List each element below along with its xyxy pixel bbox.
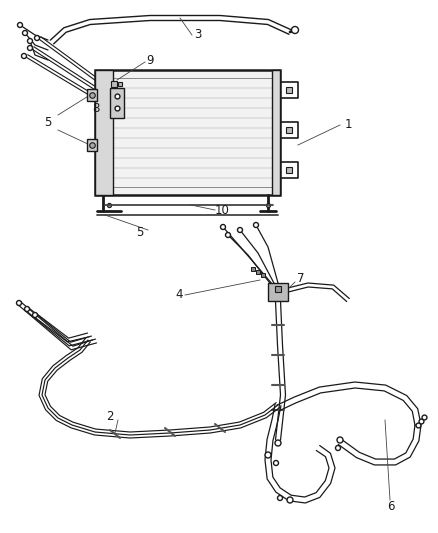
Circle shape <box>18 22 22 28</box>
Text: 5: 5 <box>44 116 52 128</box>
Bar <box>268 283 288 301</box>
Text: 9: 9 <box>146 53 154 67</box>
Text: 2: 2 <box>106 409 114 423</box>
Bar <box>272 70 280 195</box>
Circle shape <box>336 446 340 450</box>
Circle shape <box>28 38 32 44</box>
Circle shape <box>28 45 32 51</box>
Circle shape <box>25 306 29 311</box>
Circle shape <box>226 232 230 238</box>
Circle shape <box>292 27 299 34</box>
Text: 10: 10 <box>215 204 230 216</box>
Circle shape <box>21 53 27 59</box>
Circle shape <box>273 461 279 465</box>
Bar <box>110 88 124 118</box>
Bar <box>95 70 113 195</box>
Bar <box>95 70 280 195</box>
Circle shape <box>32 312 38 318</box>
Circle shape <box>254 222 258 228</box>
Circle shape <box>265 452 271 458</box>
Circle shape <box>337 437 343 443</box>
Text: 4: 4 <box>175 288 183 302</box>
Circle shape <box>278 496 283 500</box>
Circle shape <box>275 440 281 446</box>
Text: 8: 8 <box>92 101 100 115</box>
Circle shape <box>220 224 226 230</box>
Circle shape <box>35 36 39 41</box>
Circle shape <box>22 30 28 36</box>
Circle shape <box>237 228 243 232</box>
Text: 5: 5 <box>136 227 144 239</box>
Text: 1: 1 <box>344 118 352 132</box>
Text: 7: 7 <box>297 272 305 286</box>
Circle shape <box>287 497 293 503</box>
Text: 3: 3 <box>194 28 201 41</box>
Circle shape <box>17 301 21 305</box>
Text: 6: 6 <box>387 499 395 513</box>
Bar <box>87 89 97 101</box>
Bar <box>87 139 97 151</box>
